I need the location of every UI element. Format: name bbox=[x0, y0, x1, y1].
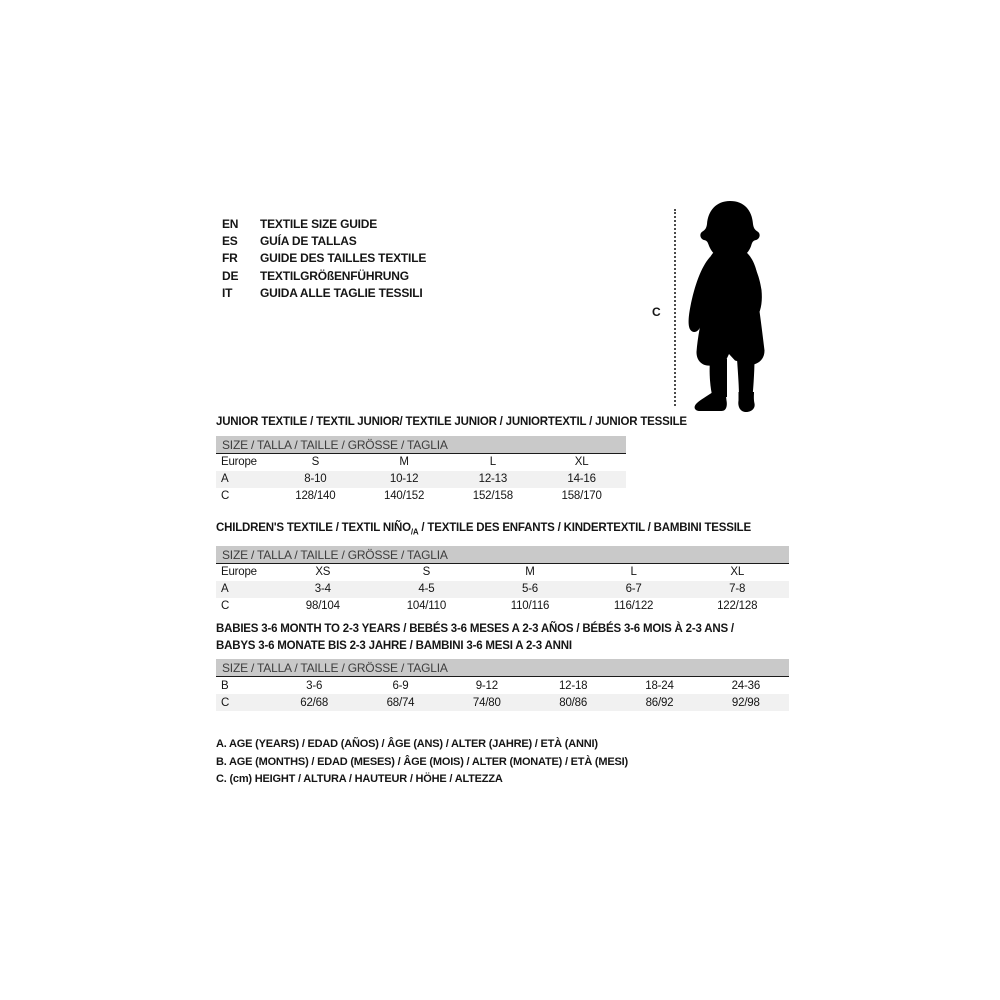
size-cell: 74/80 bbox=[472, 696, 501, 709]
size-cell: 3-6 bbox=[306, 679, 323, 692]
language-label: GUÍA DE TALLAS bbox=[260, 233, 357, 248]
size-cell: 6-9 bbox=[392, 679, 409, 692]
junior-size-table: Europe S M L XL A 8-10 10-12 12-13 14-16 C 128/140 1… bbox=[216, 454, 626, 505]
size-cell: 4-5 bbox=[418, 583, 435, 596]
size-cell: 6-7 bbox=[625, 583, 642, 596]
size-cell: 152/158 bbox=[472, 490, 513, 502]
section-title-line1: BABIES 3-6 MONTH TO 2-3 YEARS / BEBÉS 3-… bbox=[216, 623, 734, 635]
legend-line-b: B. AGE (MONTHS) / EDAD (MESES) / ÂGE (MO… bbox=[216, 755, 628, 768]
section-title: JUNIOR TEXTILE / TEXTIL JUNIOR/ TEXTILE … bbox=[216, 416, 687, 428]
size-cell: XS bbox=[315, 566, 331, 579]
size-cell: 12-18 bbox=[558, 679, 588, 692]
measurement-figure: C bbox=[640, 195, 790, 420]
height-measure-label: C bbox=[652, 305, 661, 319]
language-code: DE bbox=[222, 268, 239, 283]
table-row: Europe S M L XL bbox=[216, 454, 626, 471]
language-row-de: DE TEXTILGRÖßENFÜHRUNG bbox=[222, 267, 426, 284]
legend-line-a: A. AGE (YEARS) / EDAD (AÑOS) / ÂGE (ANS)… bbox=[216, 738, 598, 750]
size-cell: S bbox=[422, 566, 431, 579]
row-label: A bbox=[221, 583, 229, 596]
section-title-part: CHILDREN'S TEXTILE / TEXTIL NIÑO bbox=[216, 522, 411, 534]
row-label: Europe bbox=[221, 566, 257, 579]
size-cell: 24-36 bbox=[731, 679, 761, 692]
size-cell: 80/86 bbox=[559, 696, 588, 709]
size-header-bar: SIZE / TALLA / TAILLE / GRÖSSE / TAGLIA bbox=[216, 659, 789, 677]
section-junior-textile: JUNIOR TEXTILE / TEXTIL JUNIOR/ TEXTILE … bbox=[216, 414, 687, 505]
table-row: C 128/140 140/152 152/158 158/170 bbox=[216, 488, 626, 505]
size-cell: L bbox=[489, 456, 496, 468]
language-label: GUIDA ALLE TAGLIE TESSILI bbox=[260, 285, 423, 300]
size-cell: 8-10 bbox=[304, 473, 327, 485]
table-row: Europe XS S M L XL bbox=[216, 564, 789, 581]
size-header-bar: SIZE / TALLA / TAILLE / GRÖSSE / TAGLIA bbox=[216, 545, 789, 564]
size-cell: 128/140 bbox=[295, 490, 336, 502]
size-cell: 122/128 bbox=[717, 600, 758, 613]
section-title: CHILDREN'S TEXTILE / TEXTIL NIÑO/A / TEX… bbox=[216, 520, 789, 541]
measurement-legend: A. AGE (YEARS) / EDAD (AÑOS) / ÂGE (ANS)… bbox=[216, 736, 628, 789]
section-childrens-textile: CHILDREN'S TEXTILE / TEXTIL NIÑO/A / TEX… bbox=[216, 520, 789, 615]
language-label: TEXTILGRÖßENFÜHRUNG bbox=[260, 268, 409, 283]
table-row: A 8-10 10-12 12-13 14-16 bbox=[216, 470, 626, 488]
language-row-it: IT GUIDA ALLE TAGLIE TESSILI bbox=[222, 284, 426, 301]
size-cell: 3-4 bbox=[314, 583, 331, 596]
size-cell: 10-12 bbox=[389, 473, 419, 485]
row-label: Europe bbox=[221, 456, 257, 468]
size-cell: 110/116 bbox=[510, 600, 550, 613]
size-cell: M bbox=[525, 566, 535, 579]
section-title-subscript: /A bbox=[410, 527, 419, 537]
height-measure-dotted-line bbox=[674, 209, 676, 406]
language-row-fr: FR GUIDE DES TAILLES TEXTILE bbox=[222, 250, 426, 267]
language-code: EN bbox=[222, 216, 239, 231]
size-cell: 92/98 bbox=[731, 696, 760, 709]
row-label: C bbox=[221, 600, 230, 613]
size-cell: 158/170 bbox=[561, 490, 602, 502]
size-cell: 140/152 bbox=[384, 490, 425, 502]
size-cell: 68/74 bbox=[386, 696, 415, 709]
language-code: ES bbox=[222, 233, 238, 248]
size-cell: XL bbox=[574, 456, 589, 468]
language-code: FR bbox=[222, 251, 238, 266]
size-cell: 7-8 bbox=[729, 583, 746, 596]
language-code: IT bbox=[222, 285, 233, 300]
size-header-bar: SIZE / TALLA / TAILLE / GRÖSSE / TAGLIA bbox=[216, 435, 626, 454]
section-title-part: / TEXTILE DES ENFANTS / KINDERTEXTIL / B… bbox=[418, 522, 751, 534]
size-cell: L bbox=[630, 566, 637, 579]
size-cell: 116/122 bbox=[613, 600, 654, 613]
size-cell: 12-13 bbox=[478, 473, 508, 485]
section-babies-textile: BABIES 3-6 MONTH TO 2-3 YEARS / BEBÉS 3-… bbox=[216, 621, 789, 711]
table-row: B 3-6 6-9 9-12 12-18 18-24 24-36 bbox=[216, 677, 789, 694]
language-row-es: ES GUÍA DE TALLAS bbox=[222, 232, 426, 249]
size-cell: 86/92 bbox=[645, 696, 674, 709]
row-label: A bbox=[221, 473, 229, 485]
size-cell: 104/110 bbox=[406, 600, 447, 613]
size-cell: 9-12 bbox=[475, 679, 498, 692]
language-list: EN TEXTILE SIZE GUIDE ES GUÍA DE TALLAS … bbox=[222, 215, 426, 301]
size-cell: XL bbox=[730, 566, 745, 579]
row-label: C bbox=[221, 696, 230, 709]
row-label: C bbox=[221, 490, 230, 502]
size-cell: 14-16 bbox=[567, 473, 596, 485]
childrens-size-table: Europe XS S M L XL A 3-4 4-5 5-6 6-7 7-8 C 98/104 104/… bbox=[216, 564, 789, 615]
size-cell: 5-6 bbox=[521, 583, 538, 596]
language-label: TEXTILE SIZE GUIDE bbox=[260, 216, 378, 231]
child-silhouette-icon bbox=[688, 201, 765, 412]
table-row: A 3-4 4-5 5-6 6-7 7-8 bbox=[216, 580, 789, 598]
section-title-line2: BABYS 3-6 MONATE BIS 2-3 JAHRE / BAMBINI… bbox=[216, 639, 572, 652]
legend-line-c: C. (cm) HEIGHT / ALTURA / HAUTEUR / HÖHE… bbox=[216, 773, 503, 785]
table-row: C 98/104 104/110 110/116 116/122 122/128 bbox=[216, 598, 789, 615]
size-cell: M bbox=[399, 456, 409, 468]
language-row-en: EN TEXTILE SIZE GUIDE bbox=[222, 215, 426, 232]
size-cell: S bbox=[311, 456, 320, 468]
language-label: GUIDE DES TAILLES TEXTILE bbox=[260, 251, 427, 266]
row-label: B bbox=[221, 679, 229, 692]
size-cell: 18-24 bbox=[645, 679, 674, 692]
size-cell: 62/68 bbox=[300, 696, 329, 709]
table-row: C 62/68 68/74 74/80 80/86 86/92 92/98 bbox=[216, 694, 789, 711]
babies-size-table: B 3-6 6-9 9-12 12-18 18-24 24-36 C 62/68 68/74 74/… bbox=[216, 677, 789, 711]
size-cell: 98/104 bbox=[305, 600, 340, 613]
